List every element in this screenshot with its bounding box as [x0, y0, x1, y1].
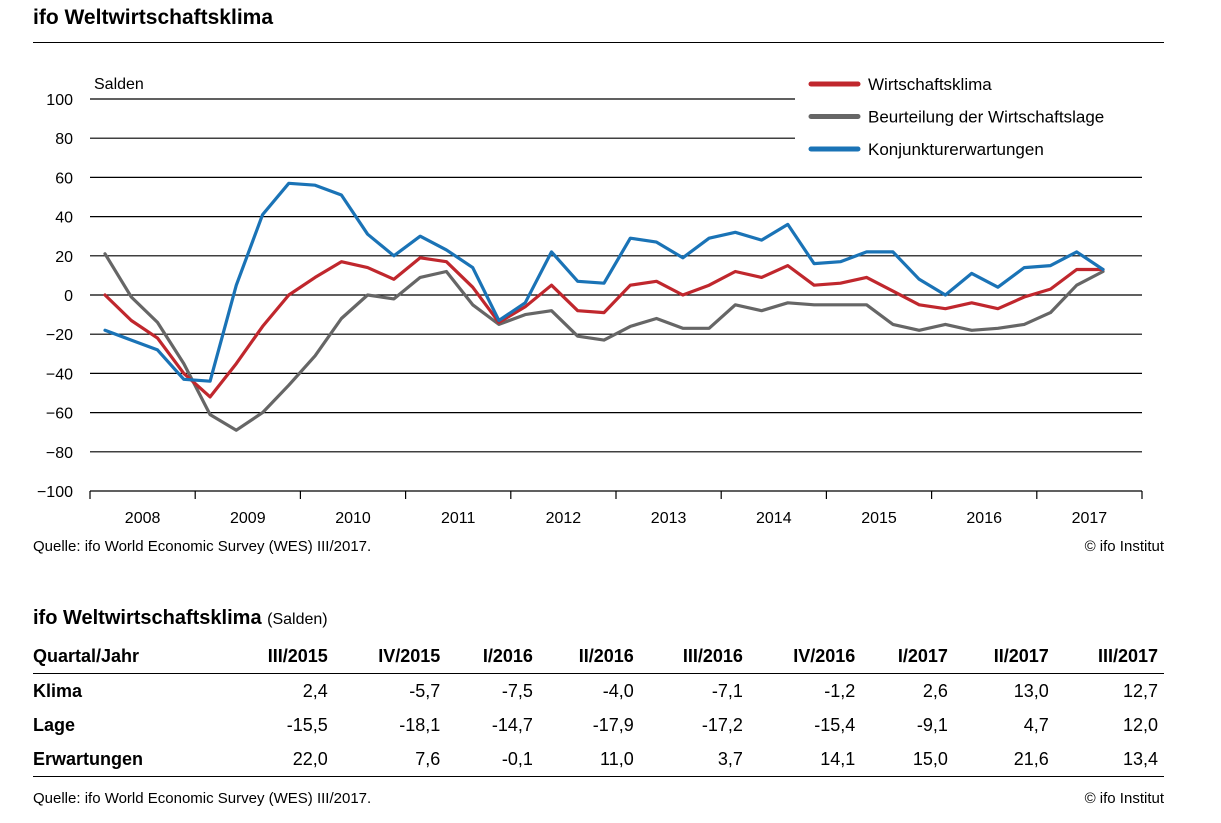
x-tick-label: 2010	[335, 510, 371, 527]
y-tick-label: 0	[64, 288, 73, 305]
table-cell: -17,2	[701, 714, 743, 735]
y-tick-label: 80	[55, 131, 73, 148]
x-tick-label: 2015	[861, 510, 897, 527]
table-header: III/2015	[224, 639, 334, 674]
series-line	[103, 256, 1105, 399]
table-cell: 21,6	[953, 742, 1055, 777]
table-header: II/2016	[538, 639, 640, 674]
table-title: ifo Weltwirtschaftsklima (Salden)	[33, 607, 328, 630]
table-row: Lage -15,5 -18,1 -14,7 -17,9 -17,2 -15,4…	[33, 708, 1164, 742]
table-cell: -15,4	[814, 714, 856, 735]
table-cell: Klima	[33, 680, 83, 701]
table-cell: -14,7	[491, 714, 533, 735]
series-line	[103, 181, 1105, 383]
table-cell: 3,7	[639, 742, 749, 777]
table-cell: -15,5	[286, 714, 328, 735]
table-source: Quelle: ifo World Economic Survey (WES) …	[33, 790, 372, 807]
table-cell: 14,1	[748, 742, 862, 777]
table-cell: -4,0	[602, 680, 634, 701]
table-header: I/2017	[861, 639, 954, 674]
table-header: III/2017	[1054, 639, 1164, 674]
table-cell: 13,0	[1013, 680, 1049, 701]
table-cell: -9,1	[916, 714, 948, 735]
x-tick-label: 2013	[651, 510, 687, 527]
table-cell: 13,4	[1054, 742, 1164, 777]
table-cell: -17,9	[592, 714, 634, 735]
table-cell: -7,1	[711, 680, 743, 701]
y-tick-label: −40	[46, 366, 73, 383]
table-cell: 11,0	[538, 742, 640, 777]
x-tick-label: 2011	[441, 510, 476, 527]
table-cell: Lage	[33, 714, 76, 735]
y-tick-label: 40	[55, 210, 73, 227]
x-tick-label: 2009	[230, 510, 266, 527]
table-cell: 12,0	[1122, 714, 1158, 735]
data-table: Quartal/Jahr III/2015 IV/2015 I/2016 II/…	[33, 639, 1164, 777]
table-cell: -18,1	[399, 714, 441, 735]
table-header: IV/2015	[333, 639, 447, 674]
table-cell: -7,5	[501, 680, 533, 701]
table-header: Quartal/Jahr	[33, 639, 225, 674]
y-axis-label: Salden	[94, 76, 144, 93]
table-header-row: Quartal/Jahr III/2015 IV/2015 I/2016 II/…	[33, 639, 1164, 674]
table-cell: 4,7	[1023, 714, 1049, 735]
table-subtitle: (Salden)	[267, 611, 328, 628]
table-header: IV/2016	[748, 639, 862, 674]
y-tick-label: −60	[46, 406, 73, 423]
x-tick-label: 2014	[756, 510, 792, 527]
y-tick-label: −80	[46, 445, 73, 462]
table-cell: Erwartungen	[33, 742, 225, 777]
chart-source: Quelle: ifo World Economic Survey (WES) …	[33, 538, 372, 555]
table-row: Erwartungen 22,0 7,6 -0,1 11,0 3,7 14,1 …	[33, 742, 1164, 777]
table-cell: -5,7	[409, 680, 441, 701]
table-cell: 15,0	[861, 742, 954, 777]
y-tick-label: −20	[46, 327, 73, 344]
chart-title: ifo Weltwirtschaftsklima	[33, 6, 274, 29]
legend-label: Konjunkturerwartungen	[868, 140, 1044, 159]
table-header: II/2017	[953, 639, 1055, 674]
line-chart: 100 80 60 40 20 0 −20 −40 −60 −80 −100 Salden 2008 20…	[37, 75, 1143, 527]
table-cell: 2,4	[302, 680, 328, 701]
table-row: Klima 2,4 -5,7 -7,5 -4,0 -7,1 -1,2 2,6 1…	[33, 674, 1164, 709]
table-cell: 7,6	[333, 742, 447, 777]
y-tick-label: 60	[55, 170, 73, 187]
y-tick-label: 100	[46, 92, 73, 109]
legend-label: Wirtschaftsklima	[868, 75, 992, 94]
table-title-text: ifo Weltwirtschaftsklima	[33, 607, 262, 629]
title-rule	[33, 42, 1164, 43]
x-tick-label: 2012	[546, 510, 582, 527]
x-tick-label: 2017	[1072, 510, 1108, 527]
y-tick-label: 20	[55, 249, 73, 266]
table-cell: -0,1	[446, 742, 539, 777]
chart-copyright: © ifo Institut	[1084, 538, 1164, 555]
table-cell: 2,6	[922, 680, 948, 701]
x-tick-label: 2008	[125, 510, 161, 527]
legend-label: Beurteilung der Wirtschaftslage	[868, 108, 1104, 127]
table-header: III/2016	[639, 639, 749, 674]
table-header: I/2016	[446, 639, 539, 674]
table-cell: 12,7	[1122, 680, 1158, 701]
series-line	[103, 252, 1105, 432]
table-copyright: © ifo Institut	[1084, 790, 1164, 807]
table-cell: 22,0	[224, 742, 334, 777]
x-tick-label: 2016	[966, 510, 1002, 527]
y-tick-label: −100	[37, 484, 73, 501]
table-cell: -1,2	[824, 680, 856, 701]
